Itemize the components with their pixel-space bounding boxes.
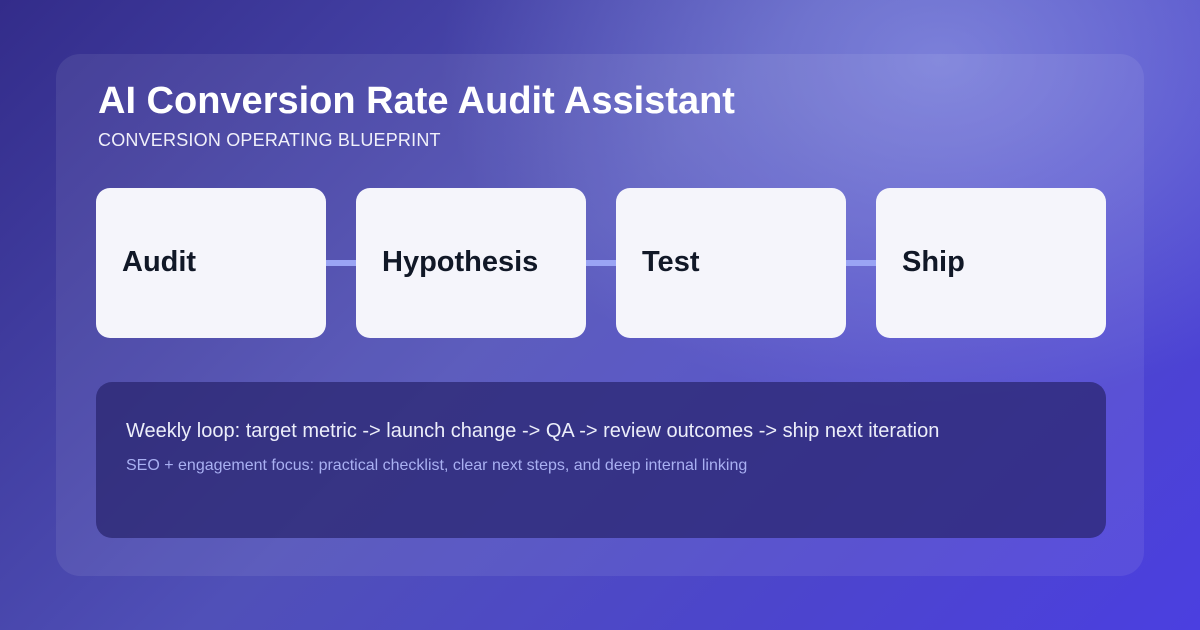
connector [326,260,356,266]
connector [586,260,616,266]
step-audit: Audit [96,188,326,338]
focus-text: SEO + engagement focus: practical checkl… [126,457,748,474]
step-ship: Ship [876,188,1106,338]
summary-panel: Weekly loop: target metric -> launch cha… [96,382,1106,538]
page-title: AI Conversion Rate Audit Assistant [98,80,735,122]
step-label: Audit [122,246,197,278]
step-hypothesis: Hypothesis [356,188,586,338]
step-test: Test [616,188,846,338]
weekly-loop-text: Weekly loop: target metric -> launch cha… [126,420,940,442]
step-label: Hypothesis [382,246,539,278]
connector [846,260,876,266]
page-subtitle: CONVERSION OPERATING BLUEPRINT [98,130,441,150]
step-label: Test [642,246,700,278]
step-label: Ship [902,246,965,278]
